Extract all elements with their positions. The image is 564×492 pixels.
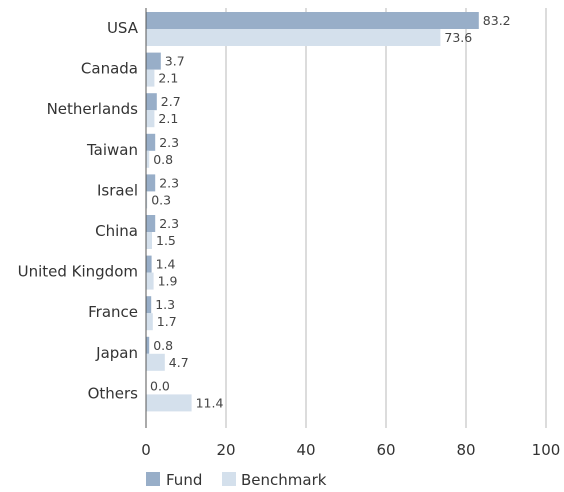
legend-label-benchmark: Benchmark — [241, 471, 327, 489]
x-tick-label-0: 0 — [141, 441, 151, 459]
value-label-fund: 2.3 — [159, 216, 179, 231]
x-tick-label-20: 20 — [216, 441, 235, 459]
value-label-fund: 0.0 — [150, 378, 170, 393]
bar-benchmark — [146, 150, 150, 168]
value-label-fund: 2.3 — [159, 175, 179, 190]
value-label-benchmark: 0.3 — [151, 192, 171, 207]
bar-fund — [146, 12, 479, 29]
x-tick-label-80: 80 — [456, 441, 475, 459]
bar-benchmark — [146, 29, 441, 46]
value-label-fund: 1.4 — [156, 257, 176, 272]
bar-benchmark — [146, 394, 192, 412]
x-tick-label-100: 100 — [532, 441, 561, 459]
bar-benchmark — [146, 110, 155, 128]
value-label-fund: 2.3 — [159, 135, 179, 150]
bar-fund — [146, 133, 156, 151]
x-tick-label-60: 60 — [376, 441, 395, 459]
bar-benchmark — [146, 272, 154, 290]
bar-fund — [146, 93, 157, 111]
legend-label-fund: Fund — [166, 471, 202, 489]
category-label: Others — [88, 384, 139, 402]
bar-fund — [146, 255, 152, 273]
bar-benchmark — [146, 313, 153, 331]
value-label-fund: 2.7 — [161, 94, 181, 109]
legend-swatch-benchmark — [222, 472, 236, 486]
bar-benchmark — [146, 353, 165, 371]
value-label-benchmark: 11.4 — [196, 395, 224, 410]
value-label-benchmark: 2.1 — [158, 111, 178, 126]
category-labels: USA Canada Netherlands Taiwan Israel China Uni… — [18, 19, 139, 402]
x-tick-label-40: 40 — [296, 441, 315, 459]
value-label-benchmark: 0.8 — [153, 152, 173, 167]
bar-fund — [146, 215, 156, 232]
value-label-benchmark: 2.1 — [158, 71, 178, 86]
grid-lines — [225, 8, 547, 428]
category-label: Netherlands — [47, 100, 139, 118]
category-label: Canada — [81, 60, 138, 78]
value-label-benchmark: 1.9 — [158, 274, 178, 289]
value-label-fund: 3.7 — [165, 54, 185, 69]
category-label: United Kingdom — [18, 263, 138, 281]
category-label: USA — [107, 19, 139, 37]
x-axis-ticks: 0 20 40 60 80 100 — [141, 441, 560, 459]
value-label-fund: 1.3 — [155, 297, 175, 312]
bar-fund — [146, 52, 161, 70]
value-label-fund: 83.2 — [483, 13, 511, 28]
legend: Fund Benchmark — [146, 471, 327, 489]
value-label-benchmark: 1.7 — [157, 314, 177, 329]
bar-benchmark — [146, 69, 155, 87]
bar-benchmark — [146, 191, 148, 209]
bar-fund — [146, 174, 156, 192]
legend-swatch-fund — [146, 472, 160, 486]
category-label: France — [88, 303, 138, 321]
value-labels: 83.2 73.6 3.7 2.1 2.7 2.1 2.3 0.8 2.3 0.3 2.3 1.5 1.… — [150, 13, 511, 410]
bar-benchmark — [146, 232, 152, 249]
value-label-benchmark: 73.6 — [444, 30, 472, 45]
bars — [146, 12, 479, 412]
value-label-benchmark: 1.5 — [156, 233, 176, 248]
category-label: Taiwan — [86, 141, 138, 159]
value-label-fund: 0.8 — [153, 338, 173, 353]
bar-fund — [146, 336, 150, 354]
category-label: Israel — [97, 181, 138, 199]
category-label: China — [95, 222, 138, 240]
bar-fund — [146, 296, 152, 314]
category-label: Japan — [95, 344, 138, 362]
value-label-benchmark: 4.7 — [169, 355, 189, 370]
